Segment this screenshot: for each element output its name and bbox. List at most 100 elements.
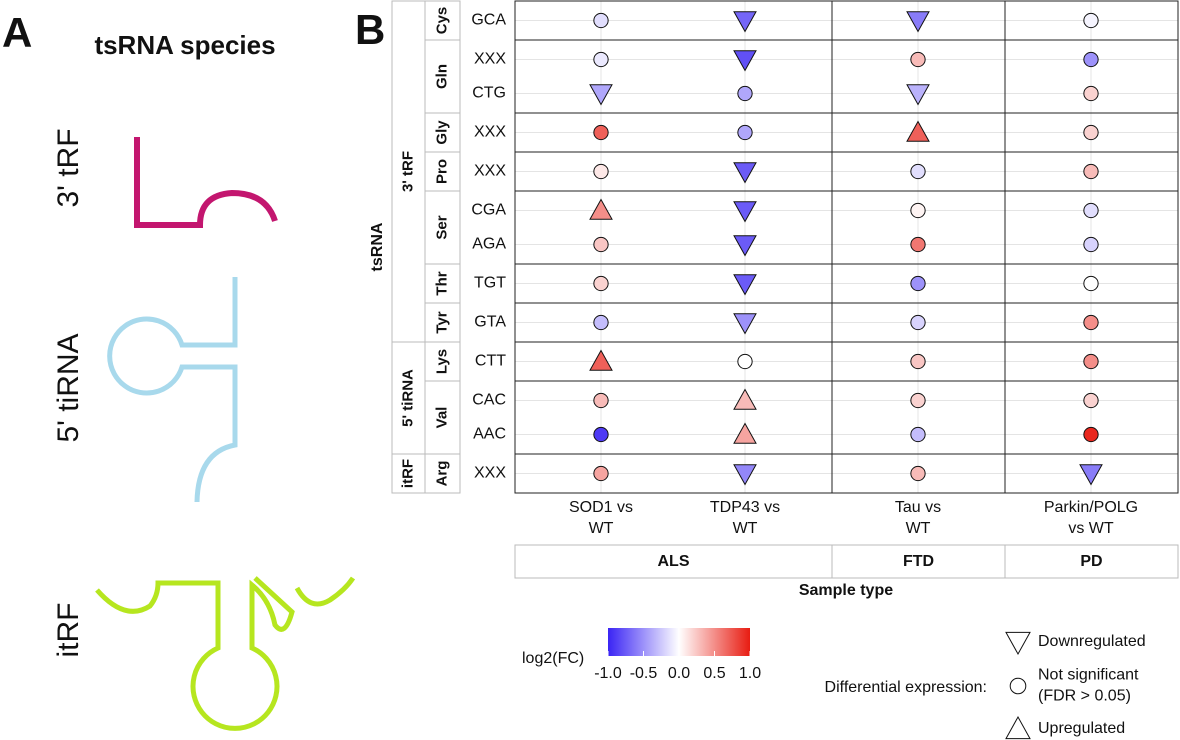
y-tick-label: CGA: [471, 202, 506, 219]
strip-label: Cys: [433, 7, 450, 35]
point: [1083, 51, 1099, 68]
point: [910, 465, 926, 482]
y-axis-title: tsRNA: [369, 222, 386, 271]
species-shape: [95, 576, 356, 731]
facet-panel: [514, 190, 833, 265]
point: [733, 464, 757, 486]
point: [733, 50, 757, 72]
species-label: 3' tRF: [52, 128, 85, 207]
x-tick-label: WT: [906, 520, 931, 537]
point: [733, 235, 757, 257]
y-tick-label: XXX: [474, 163, 506, 180]
x-tick-label: vs WT: [1068, 520, 1114, 537]
point: [910, 236, 926, 253]
point: [910, 51, 926, 68]
x-tick-label: WT: [589, 520, 614, 537]
point: [593, 426, 609, 443]
strip: [424, 453, 461, 494]
species-label: 5' tiRNA: [52, 333, 85, 442]
y-tick-label: AGA: [472, 236, 506, 253]
x-tick-label: Parkin/POLG: [1044, 499, 1138, 516]
facet-panel: [514, 380, 833, 455]
legend-label: Downregulated: [1038, 633, 1146, 650]
y-tick-label: CTT: [475, 353, 506, 370]
y-tick-label: GTA: [474, 314, 506, 331]
point: [733, 11, 757, 33]
strip: [391, 341, 426, 455]
point: [1083, 202, 1099, 219]
strip-label: Arg: [433, 461, 450, 487]
species-shape: [107, 277, 238, 503]
point: [1083, 426, 1099, 443]
point: [733, 274, 757, 296]
point: [593, 392, 609, 409]
point: [593, 236, 609, 253]
point: [1083, 236, 1099, 253]
colorbar-tick-label: 0.5: [703, 665, 725, 682]
strip-label: PD: [1080, 553, 1102, 570]
y-tick-label: XXX: [474, 51, 506, 68]
strip: [1004, 544, 1179, 579]
x-tick-label: TDP43 vs: [710, 499, 780, 516]
point: [733, 313, 757, 335]
facet-panel: [1004, 453, 1179, 494]
legend-symbol: [1005, 715, 1031, 740]
colorbar-tick-label: 0.0: [668, 665, 690, 682]
strip: [514, 544, 833, 579]
point: [593, 12, 609, 29]
y-tick-label: CTG: [472, 85, 506, 102]
point: [906, 11, 930, 33]
point: [1083, 163, 1099, 180]
panel-label: B: [355, 6, 385, 53]
point: [1083, 12, 1099, 29]
legend-label: Not significant: [1038, 667, 1139, 684]
strip: [424, 380, 461, 455]
strip-label: Thr: [433, 271, 450, 295]
point: [1083, 275, 1099, 292]
legend-title: Differential expression:: [825, 679, 987, 696]
colorbar-tick-label: -1.0: [594, 665, 622, 682]
strip-label: Ser: [433, 215, 450, 239]
facet-panel: [514, 39, 833, 114]
point: [737, 353, 753, 370]
x-tick-label: WT: [733, 520, 758, 537]
strip: [424, 112, 461, 153]
x-axis-title: Sample type: [799, 582, 893, 599]
strip: [391, 0, 426, 343]
strip-label: ALS: [658, 553, 690, 570]
species-label: itRF: [52, 603, 85, 658]
strip: [424, 151, 461, 192]
point: [737, 85, 753, 102]
point: [1083, 392, 1099, 409]
point: [910, 392, 926, 409]
strip-label: Lys: [433, 349, 450, 374]
colorbar-tick-label: -0.5: [630, 665, 658, 682]
legend-symbol: [1005, 631, 1031, 656]
point: [906, 120, 930, 142]
point: [589, 84, 613, 106]
point: [593, 163, 609, 180]
point: [593, 51, 609, 68]
point: [910, 314, 926, 331]
strip-label: Pro: [433, 159, 450, 184]
point: [910, 275, 926, 292]
point: [589, 198, 613, 220]
point: [589, 349, 613, 371]
y-tick-label: XXX: [474, 124, 506, 141]
strip: [391, 453, 426, 494]
strip-label: Gln: [433, 64, 450, 89]
y-tick-label: XXX: [474, 465, 506, 482]
point: [593, 124, 609, 141]
y-tick-label: CAC: [472, 392, 506, 409]
point: [593, 275, 609, 292]
y-tick-label: TGT: [474, 275, 506, 292]
strip: [831, 544, 1006, 579]
legend-label: Upregulated: [1038, 720, 1125, 737]
strip-label: Gly: [433, 120, 450, 145]
point: [1083, 124, 1099, 141]
point: [910, 202, 926, 219]
point: [737, 124, 753, 141]
strip-label: FTD: [903, 553, 934, 570]
